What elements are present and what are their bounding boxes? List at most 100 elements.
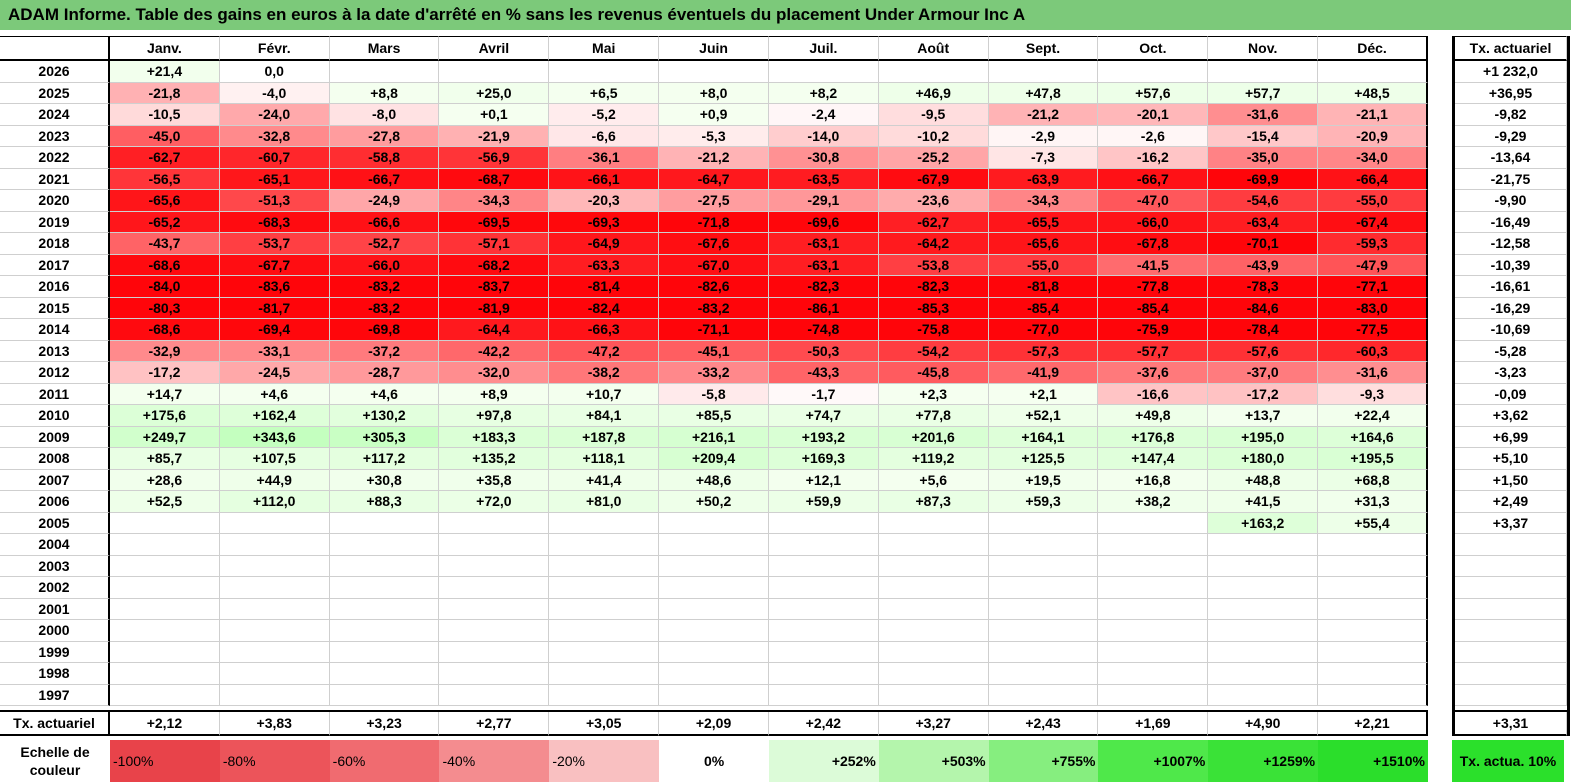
gain-cell: +112,0	[219, 491, 330, 513]
gain-cell: -66,3	[549, 319, 660, 341]
gain-cell: +8,9	[439, 383, 550, 405]
gain-cell	[1208, 663, 1319, 685]
gain-cell	[1318, 534, 1428, 556]
gain-cell	[988, 663, 1099, 685]
year-label: 2024	[0, 104, 110, 126]
scale-step: -60%	[329, 740, 440, 782]
gain-cell	[1208, 641, 1319, 663]
gain-cell	[1208, 577, 1319, 599]
gain-cell: -10,2	[878, 125, 989, 147]
gain-cell: +4,6	[329, 383, 440, 405]
gain-cell	[988, 61, 1099, 83]
footer-rate-cell: +2,12	[110, 712, 220, 736]
gain-cell: -67,6	[659, 233, 769, 255]
gain-cell: -66,7	[329, 168, 440, 190]
gain-cell: +130,2	[329, 405, 440, 427]
gain-cell	[1318, 663, 1428, 685]
gain-cell: -67,4	[1318, 211, 1428, 233]
gain-cell: -64,2	[878, 233, 989, 255]
gain-cell: +14,7	[110, 383, 220, 405]
gain-cell: -2,9	[988, 125, 1099, 147]
gain-cell: -43,3	[768, 362, 879, 384]
gain-cell	[988, 555, 1099, 577]
gain-cell	[988, 641, 1099, 663]
tx-cell: +6,99	[1455, 426, 1567, 448]
year-label: 2012	[0, 362, 110, 384]
gain-cell	[549, 684, 660, 706]
gain-cell	[439, 534, 550, 556]
gain-cell: -68,3	[219, 211, 330, 233]
gain-cell: -2,4	[768, 104, 879, 126]
gain-cell: +169,3	[768, 448, 879, 470]
gain-cell: -51,3	[219, 190, 330, 212]
year-label: 2006	[0, 491, 110, 513]
tx-cell	[1455, 534, 1567, 556]
gain-cell: -5,8	[659, 383, 769, 405]
gain-cell: +135,2	[439, 448, 550, 470]
gain-cell: -77,0	[988, 319, 1099, 341]
tx-cell: -9,29	[1455, 125, 1567, 147]
gain-cell: +87,3	[878, 491, 989, 513]
footer-rate-cell: +2,77	[439, 712, 550, 736]
gain-cell: -23,6	[878, 190, 989, 212]
gain-cell: +59,9	[768, 491, 879, 513]
footer-label: Tx. actuariel	[0, 712, 110, 736]
gain-cell: +85,5	[659, 405, 769, 427]
year-label: 2001	[0, 598, 110, 620]
footer-rate-cell: +1,69	[1098, 712, 1209, 736]
scale-step: +503%	[878, 740, 989, 782]
gain-cell: -65,6	[110, 190, 220, 212]
gain-cell	[659, 684, 769, 706]
gain-cell: -68,7	[439, 168, 550, 190]
gain-cell: -64,7	[659, 168, 769, 190]
table-gap	[1318, 706, 1428, 712]
gain-cell: -83,7	[439, 276, 550, 298]
gain-cell: +183,3	[439, 426, 550, 448]
gain-cell	[329, 555, 440, 577]
gain-cell: -67,7	[219, 254, 330, 276]
gain-cell: -57,1	[439, 233, 550, 255]
gain-cell: -65,2	[110, 211, 220, 233]
year-label: 2005	[0, 512, 110, 534]
year-label: 2015	[0, 297, 110, 319]
gain-cell: +44,9	[219, 469, 330, 491]
gain-cell: -67,8	[1098, 233, 1209, 255]
gain-cell: +195,0	[1208, 426, 1319, 448]
year-label: 2022	[0, 147, 110, 169]
gain-cell: -35,0	[1208, 147, 1319, 169]
gain-cell: -86,1	[768, 297, 879, 319]
gain-cell	[988, 684, 1099, 706]
gain-cell: +343,6	[219, 426, 330, 448]
year-label: 2017	[0, 254, 110, 276]
gain-cell	[1098, 555, 1209, 577]
gain-cell	[439, 61, 550, 83]
gain-cell	[329, 577, 440, 599]
gain-cell	[768, 598, 879, 620]
gain-cell: -32,9	[110, 340, 220, 362]
gain-cell	[439, 512, 550, 534]
gain-cell	[659, 61, 769, 83]
gain-cell: -57,6	[1208, 340, 1319, 362]
scale-step: +1007%	[1098, 740, 1209, 782]
gain-cell: +22,4	[1318, 405, 1428, 427]
tx-cell: -0,09	[1455, 383, 1567, 405]
scale-step: +755%	[988, 740, 1099, 782]
gain-cell: +13,7	[1208, 405, 1319, 427]
gain-cell: -21,1	[1318, 104, 1428, 126]
gain-cell: +68,8	[1318, 469, 1428, 491]
gain-cell: +77,8	[878, 405, 989, 427]
gain-cell	[1208, 684, 1319, 706]
tx-cell: -3,23	[1455, 362, 1567, 384]
gain-cell: -66,0	[329, 254, 440, 276]
year-label: 2016	[0, 276, 110, 298]
tx-cell	[1455, 598, 1567, 620]
gain-cell: -6,6	[549, 125, 660, 147]
gain-cell: -16,2	[1098, 147, 1209, 169]
gain-cell	[439, 620, 550, 642]
gain-cell: -77,1	[1318, 276, 1428, 298]
gain-cell: -66,7	[1098, 168, 1209, 190]
year-label: 2025	[0, 82, 110, 104]
year-label: 1999	[0, 641, 110, 663]
gain-cell	[1318, 598, 1428, 620]
gain-cell: +8,8	[329, 82, 440, 104]
